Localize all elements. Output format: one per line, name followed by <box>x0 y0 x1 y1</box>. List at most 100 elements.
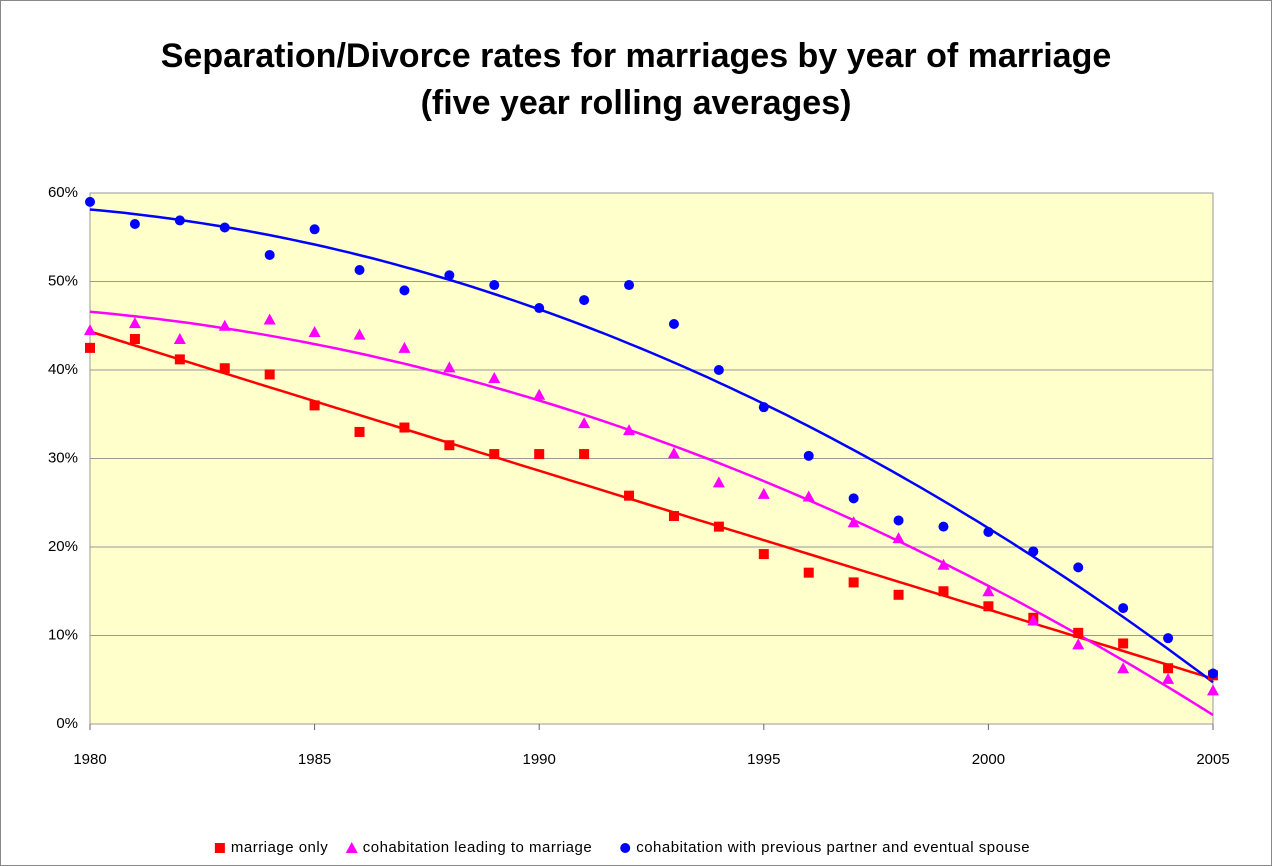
marker <box>219 222 230 233</box>
marker <box>398 341 411 353</box>
marker <box>84 324 96 336</box>
y-tick-label: 60% <box>48 184 78 201</box>
marker <box>263 313 276 325</box>
x-tick-label: 2005 <box>1196 751 1229 768</box>
marker <box>1207 684 1219 696</box>
x-tick-label: 1990 <box>523 751 556 768</box>
marker <box>624 280 635 291</box>
legend-label: cohabitation leading to marriage <box>363 839 592 856</box>
legend-marker <box>620 843 631 853</box>
marker <box>174 215 185 226</box>
marker <box>893 515 904 526</box>
marker <box>1162 672 1175 684</box>
marker <box>1117 662 1130 674</box>
marker <box>174 354 185 365</box>
marker <box>938 586 949 597</box>
x-tick-label: 2000 <box>972 751 1005 768</box>
marker <box>488 371 501 383</box>
marker <box>354 426 365 437</box>
marker <box>758 549 769 560</box>
trend-line <box>89 208 1214 684</box>
marker <box>892 532 905 544</box>
marker <box>129 334 140 345</box>
marker <box>354 264 365 275</box>
marker <box>353 328 366 340</box>
marker <box>218 319 231 331</box>
marker <box>1027 614 1040 626</box>
marker <box>1072 638 1085 650</box>
marker <box>757 487 770 499</box>
marker <box>1208 668 1218 679</box>
marker <box>309 224 320 235</box>
marker <box>1073 562 1084 573</box>
chart-subtitle: (five year rolling averages) <box>421 84 852 122</box>
marker <box>308 325 321 337</box>
marker <box>937 558 950 570</box>
marker <box>85 196 95 207</box>
marker <box>578 417 591 429</box>
marker <box>668 511 679 522</box>
marker <box>264 369 275 380</box>
legend-label: cohabitation with previous partner and e… <box>636 839 1030 856</box>
marker <box>85 342 95 353</box>
marker <box>399 285 410 296</box>
marker <box>1028 546 1039 557</box>
marker <box>444 270 455 281</box>
marker <box>128 317 141 329</box>
marker <box>1163 663 1174 674</box>
marker <box>668 318 679 329</box>
y-tick-label: 40% <box>48 361 78 378</box>
y-tick-label: 0% <box>56 715 78 732</box>
marker <box>848 493 859 504</box>
marker <box>983 601 994 612</box>
marker <box>579 449 590 460</box>
y-tick-label: 10% <box>48 626 78 643</box>
x-tick-label: 1995 <box>747 751 780 768</box>
marker <box>533 388 546 400</box>
x-tick-label: 1985 <box>298 751 331 768</box>
marker <box>534 449 545 460</box>
marker <box>219 363 230 374</box>
marker <box>848 577 859 588</box>
marker <box>579 295 590 306</box>
marker <box>758 402 769 413</box>
legend-marker <box>345 842 358 853</box>
y-tick-label: 30% <box>48 449 78 466</box>
marker <box>129 218 140 229</box>
marker <box>624 490 635 501</box>
marker <box>444 440 455 451</box>
y-tick-label: 50% <box>48 272 78 289</box>
marker <box>264 249 275 260</box>
marker <box>893 589 904 600</box>
marker <box>713 521 724 532</box>
marker <box>1118 603 1129 614</box>
marker <box>802 490 815 502</box>
chart-title: Separation/Divorce rates for marriages b… <box>161 37 1112 75</box>
marker <box>713 365 724 375</box>
marker <box>983 526 994 537</box>
legend-label: marriage only <box>231 839 328 856</box>
marker <box>803 450 814 461</box>
y-tick-label: 20% <box>48 538 78 555</box>
x-tick-label: 1980 <box>73 751 106 768</box>
marker <box>489 449 500 460</box>
legend-marker <box>214 843 225 853</box>
marker <box>443 361 456 373</box>
marker <box>982 585 995 597</box>
marker <box>489 280 500 291</box>
trend-line <box>89 330 1214 680</box>
marker <box>534 303 545 314</box>
marker <box>1163 633 1174 644</box>
marker <box>803 567 814 578</box>
marker <box>623 424 636 436</box>
marker <box>309 400 320 411</box>
marker <box>847 516 860 528</box>
marker <box>1118 638 1129 649</box>
marker <box>938 521 949 532</box>
trend-line <box>89 310 1214 716</box>
marker <box>667 447 680 459</box>
marker <box>173 333 186 345</box>
marker <box>399 422 410 433</box>
marker <box>712 476 725 488</box>
